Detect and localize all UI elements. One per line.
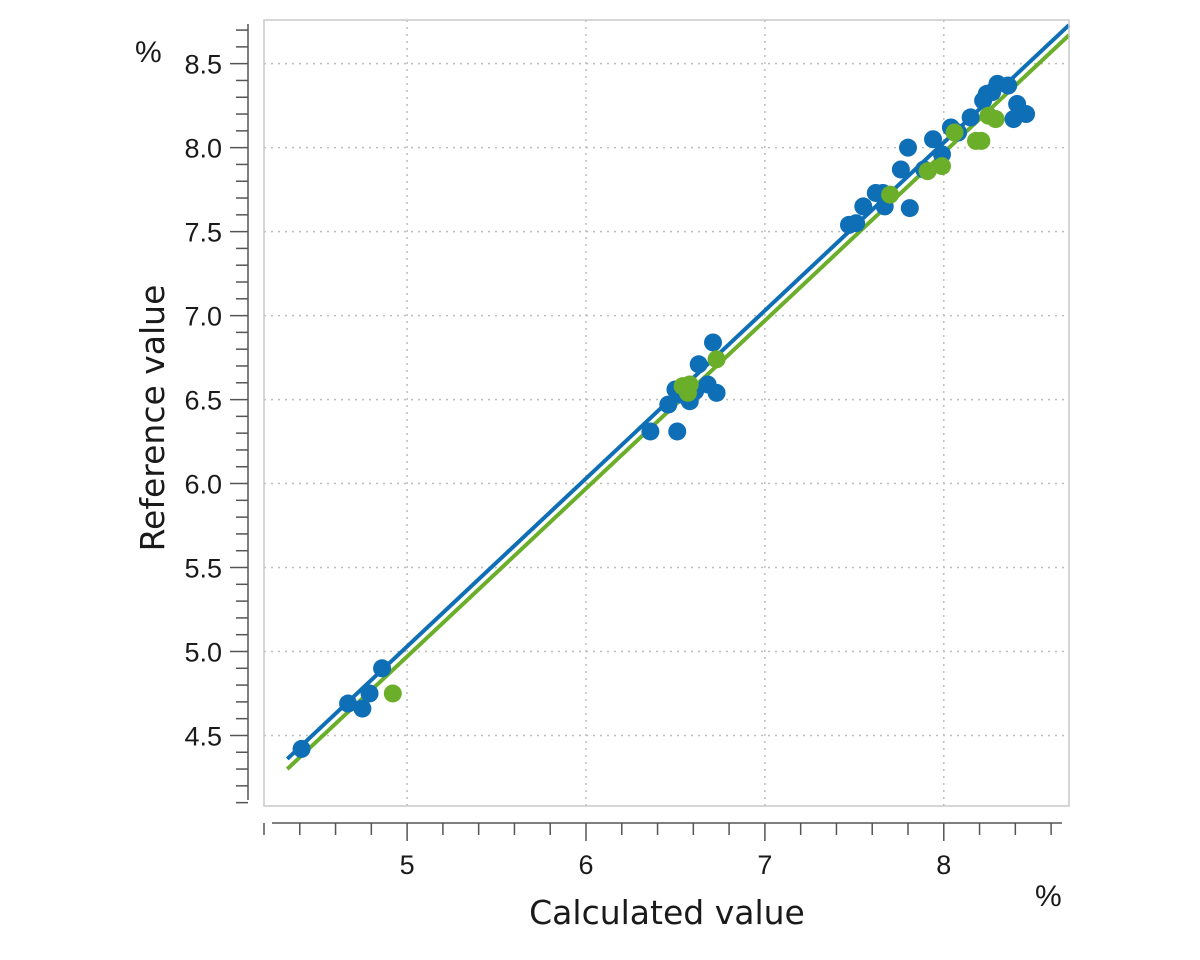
data-point — [707, 383, 726, 402]
data-point — [704, 333, 723, 352]
data-point — [986, 110, 1005, 129]
x-tick-label: 8 — [936, 850, 951, 880]
data-point — [847, 214, 866, 233]
data-point — [961, 108, 980, 127]
data-point — [932, 157, 951, 176]
data-point — [999, 76, 1018, 95]
data-point — [972, 131, 991, 150]
data-point — [1017, 105, 1036, 124]
y-tick-label: 8.0 — [184, 134, 222, 164]
data-point — [707, 350, 726, 369]
data-point — [899, 138, 917, 157]
data-points — [292, 74, 1036, 758]
y-axis-title: Reference value — [133, 285, 172, 552]
axes — [230, 24, 1062, 841]
data-point — [891, 160, 910, 179]
data-point — [360, 684, 379, 703]
data-point — [383, 684, 402, 703]
data-point — [659, 395, 678, 414]
data-point — [881, 185, 900, 204]
data-point — [641, 422, 660, 441]
y-unit-label: % — [135, 36, 162, 69]
data-point — [854, 197, 873, 216]
y-tick-label: 7.5 — [184, 218, 222, 248]
grid-lines — [264, 20, 1069, 806]
y-tick-label: 6.5 — [184, 386, 222, 416]
data-point — [353, 699, 372, 718]
x-tick-label: 6 — [578, 850, 593, 880]
x-tick-label: 7 — [757, 850, 772, 880]
data-point — [924, 130, 943, 149]
data-point — [292, 739, 311, 758]
y-tick-label: 6.0 — [184, 470, 222, 500]
y-tick-label: 5.5 — [184, 554, 222, 584]
data-point — [339, 694, 358, 713]
data-point — [680, 375, 699, 394]
data-point — [668, 422, 687, 441]
data-point — [918, 162, 937, 181]
x-tick-label: 5 — [400, 850, 415, 880]
x-axis-title: Calculated value — [529, 893, 805, 932]
y-tick-label: 4.5 — [184, 721, 222, 751]
x-unit-label: % — [1035, 880, 1062, 913]
y-tick-label: 7.0 — [184, 302, 222, 332]
data-point — [689, 355, 708, 374]
y-tick-label: 8.5 — [184, 50, 222, 80]
y-tick-label: 5.0 — [184, 637, 222, 667]
data-point — [900, 199, 919, 218]
plot-frame — [263, 19, 1070, 807]
data-point — [945, 123, 964, 142]
axis-labels: 4.5 5.0 5.5 6.0 6.5 7.0 7.5 8.0 8.5 5 6 7 8 — [184, 50, 951, 880]
data-point — [373, 659, 392, 678]
